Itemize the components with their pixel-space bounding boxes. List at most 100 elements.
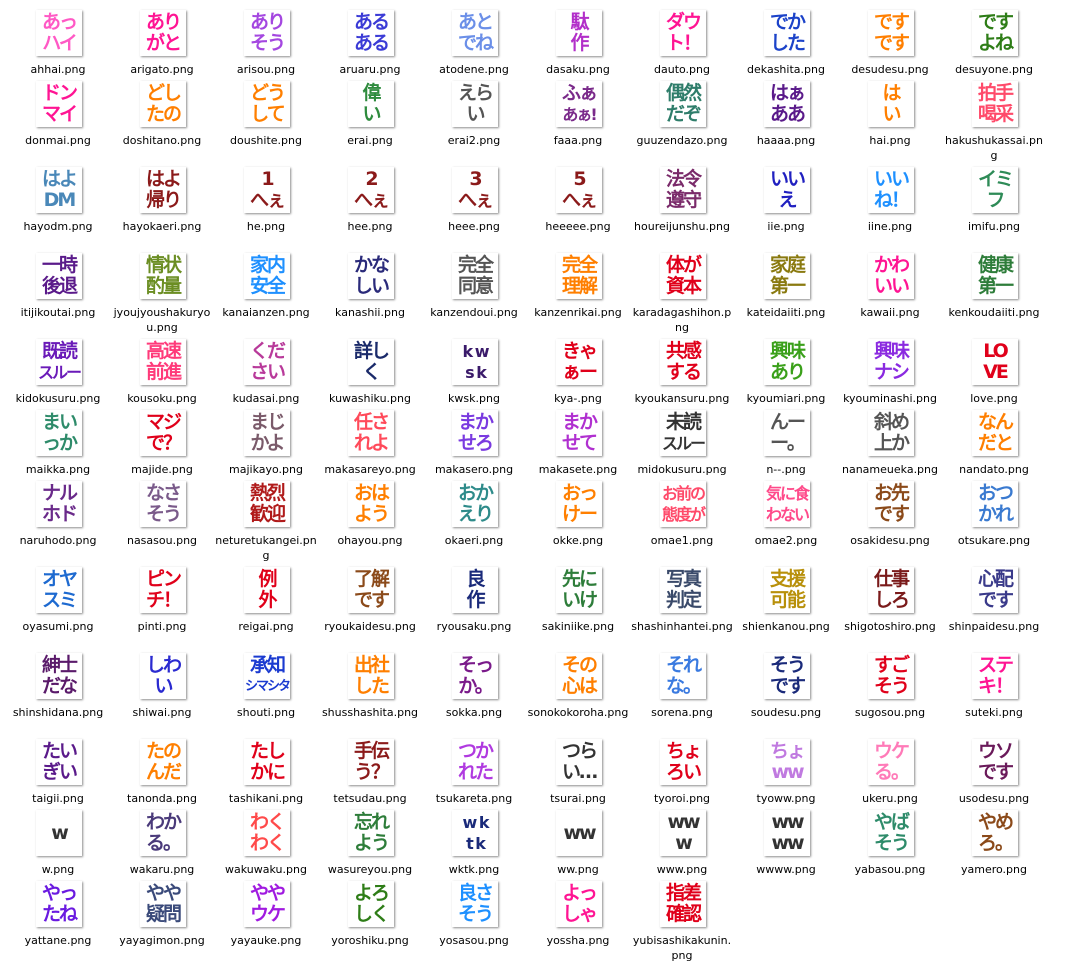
image-thumbnail-icon[interactable]: 仕事 しろ	[868, 567, 914, 613]
image-thumbnail-icon[interactable]: たの んだ	[140, 739, 186, 785]
file-name-label[interactable]: hayodm.png	[23, 220, 93, 233]
image-thumbnail-icon[interactable]: w	[36, 810, 82, 856]
file-name-label[interactable]: he.png	[246, 220, 286, 233]
image-thumbnail-icon[interactable]: やや 疑問	[140, 881, 186, 927]
file-name-label[interactable]: kenkoudaiiti.png	[948, 306, 1040, 319]
image-thumbnail-icon[interactable]: 指差 確認	[660, 881, 706, 927]
image-thumbnail-icon[interactable]: わく わく	[244, 810, 290, 856]
image-thumbnail-icon[interactable]: 任さ れよ	[348, 410, 394, 456]
image-thumbnail-icon[interactable]: ww ww	[764, 810, 810, 856]
image-thumbnail-icon[interactable]: 支援 可能	[764, 567, 810, 613]
image-thumbnail-icon[interactable]: 情状 酌量	[140, 253, 186, 299]
file-name-label[interactable]: atodene.png	[439, 63, 509, 76]
file-name-label[interactable]: nasasou.png	[126, 534, 198, 547]
image-thumbnail-icon[interactable]: はぁ ああ	[764, 81, 810, 127]
file-name-label[interactable]: tyoroi.png	[653, 792, 711, 805]
image-thumbnail-icon[interactable]: 了解 です	[348, 567, 394, 613]
image-thumbnail-icon[interactable]: です よね	[972, 10, 1018, 56]
file-name-label[interactable]: omae2.png	[754, 534, 818, 547]
image-thumbnail-icon[interactable]: ウケ る。	[868, 739, 914, 785]
file-name-label[interactable]: yayauke.png	[230, 934, 302, 947]
file-name-label[interactable]: faaa.png	[553, 134, 603, 147]
image-thumbnail-icon[interactable]: やめ ろ。	[972, 810, 1018, 856]
file-name-label[interactable]: makasareyo.png	[324, 463, 416, 476]
file-name-label[interactable]: shiwai.png	[132, 706, 192, 719]
image-thumbnail-icon[interactable]: すご そう	[868, 653, 914, 699]
image-thumbnail-icon[interactable]: どし たの	[140, 81, 186, 127]
file-name-label[interactable]: reigai.png	[238, 620, 294, 633]
image-thumbnail-icon[interactable]: お先 です	[868, 481, 914, 527]
file-name-label[interactable]: dauto.png	[654, 63, 710, 76]
file-name-label[interactable]: neturetukangei.png	[215, 534, 317, 562]
image-thumbnail-icon[interactable]: 健康 第一	[972, 253, 1018, 299]
image-thumbnail-icon[interactable]: まじ かよ	[244, 410, 290, 456]
image-thumbnail-icon[interactable]: ある ある	[348, 10, 394, 56]
image-thumbnail-icon[interactable]: たし かに	[244, 739, 290, 785]
file-name-label[interactable]: usodesu.png	[958, 792, 1030, 805]
image-thumbnail-icon[interactable]: 手伝 う？	[348, 739, 394, 785]
file-name-label[interactable]: maikka.png	[25, 463, 91, 476]
file-name-label[interactable]: ahhai.png	[30, 63, 86, 76]
image-thumbnail-icon[interactable]: 一時 後退	[36, 253, 82, 299]
file-name-label[interactable]: shigotoshiro.png	[844, 620, 936, 633]
file-name-label[interactable]: kyouminashi.png	[843, 392, 937, 405]
file-name-label[interactable]: aruaru.png	[339, 63, 401, 76]
image-thumbnail-icon[interactable]: 先に いけ	[556, 567, 602, 613]
image-thumbnail-icon[interactable]: あり そう	[244, 10, 290, 56]
file-name-label[interactable]: otsukare.png	[957, 534, 1031, 547]
image-thumbnail-icon[interactable]: 駄作	[556, 10, 602, 56]
file-name-label[interactable]: kwsk.png	[448, 392, 500, 405]
file-name-label[interactable]: wktk.png	[448, 863, 500, 876]
image-thumbnail-icon[interactable]: 出社 した	[348, 653, 394, 699]
file-name-label[interactable]: makasero.png	[434, 463, 514, 476]
file-name-label[interactable]: okke.png	[552, 534, 604, 547]
file-name-label[interactable]: taigii.png	[32, 792, 84, 805]
image-thumbnail-icon[interactable]: 写真 判定	[660, 567, 706, 613]
file-name-label[interactable]: yattane.png	[24, 934, 92, 947]
file-name-label[interactable]: karadagashihon.png	[632, 306, 732, 334]
image-thumbnail-icon[interactable]: おっ けー	[556, 481, 602, 527]
file-name-label[interactable]: desuyone.png	[955, 63, 1033, 76]
image-thumbnail-icon[interactable]: えらい	[452, 81, 498, 127]
file-name-label[interactable]: ww.png	[557, 863, 599, 876]
image-thumbnail-icon[interactable]: イミフ	[972, 167, 1018, 213]
image-thumbnail-icon[interactable]: ww w	[660, 810, 706, 856]
file-name-label[interactable]: iine.png	[867, 220, 913, 233]
image-thumbnail-icon[interactable]: 体が 資本	[660, 253, 706, 299]
image-thumbnail-icon[interactable]: おつ かれ	[972, 481, 1018, 527]
file-name-label[interactable]: omae1.png	[650, 534, 714, 547]
image-thumbnail-icon[interactable]: やば そう	[868, 810, 914, 856]
image-thumbnail-icon[interactable]: 高速 前進	[140, 339, 186, 385]
file-name-label[interactable]: osakidesu.png	[850, 534, 930, 547]
image-thumbnail-icon[interactable]: ww	[556, 810, 602, 856]
file-name-label[interactable]: shouti.png	[236, 706, 296, 719]
image-thumbnail-icon[interactable]: いいえ	[764, 167, 810, 213]
file-name-label[interactable]: kyoumiari.png	[746, 392, 826, 405]
image-thumbnail-icon[interactable]: わか る。	[140, 810, 186, 856]
image-thumbnail-icon[interactable]: はい	[868, 81, 914, 127]
file-name-label[interactable]: soudesu.png	[750, 706, 822, 719]
file-name-label[interactable]: wasureyou.png	[327, 863, 413, 876]
file-name-label[interactable]: haaaa.png	[756, 134, 816, 147]
image-thumbnail-icon[interactable]: かわ いい	[868, 253, 914, 299]
image-thumbnail-icon[interactable]: ウソ です	[972, 739, 1018, 785]
file-name-label[interactable]: tetsudau.png	[333, 792, 407, 805]
file-name-label[interactable]: tsurai.png	[550, 792, 606, 805]
image-thumbnail-icon[interactable]: 共感 する	[660, 339, 706, 385]
file-name-label[interactable]: tyoww.png	[756, 792, 816, 805]
file-name-label[interactable]: imifu.png	[967, 220, 1021, 233]
file-name-label[interactable]: oyasumi.png	[22, 620, 94, 633]
file-name-label[interactable]: n--.png	[766, 463, 806, 476]
file-name-label[interactable]: kyoukansuru.png	[634, 392, 730, 405]
image-thumbnail-icon[interactable]: あっ ハイ	[36, 10, 82, 56]
image-thumbnail-icon[interactable]: 法令 遵守	[660, 167, 706, 213]
file-name-label[interactable]: shienkanou.png	[742, 620, 830, 633]
file-name-label[interactable]: heeeee.png	[545, 220, 611, 233]
file-name-label[interactable]: kanzenrikai.png	[534, 306, 622, 319]
file-name-label[interactable]: jyoujyoushakuryou.png	[113, 306, 211, 334]
file-name-label[interactable]: ryousaku.png	[436, 620, 512, 633]
file-name-label[interactable]: kuwashiku.png	[329, 392, 411, 405]
file-name-label[interactable]: kanaianzen.png	[222, 306, 310, 319]
image-thumbnail-icon[interactable]: 2 へぇ	[348, 167, 394, 213]
image-thumbnail-icon[interactable]: おか えり	[452, 481, 498, 527]
